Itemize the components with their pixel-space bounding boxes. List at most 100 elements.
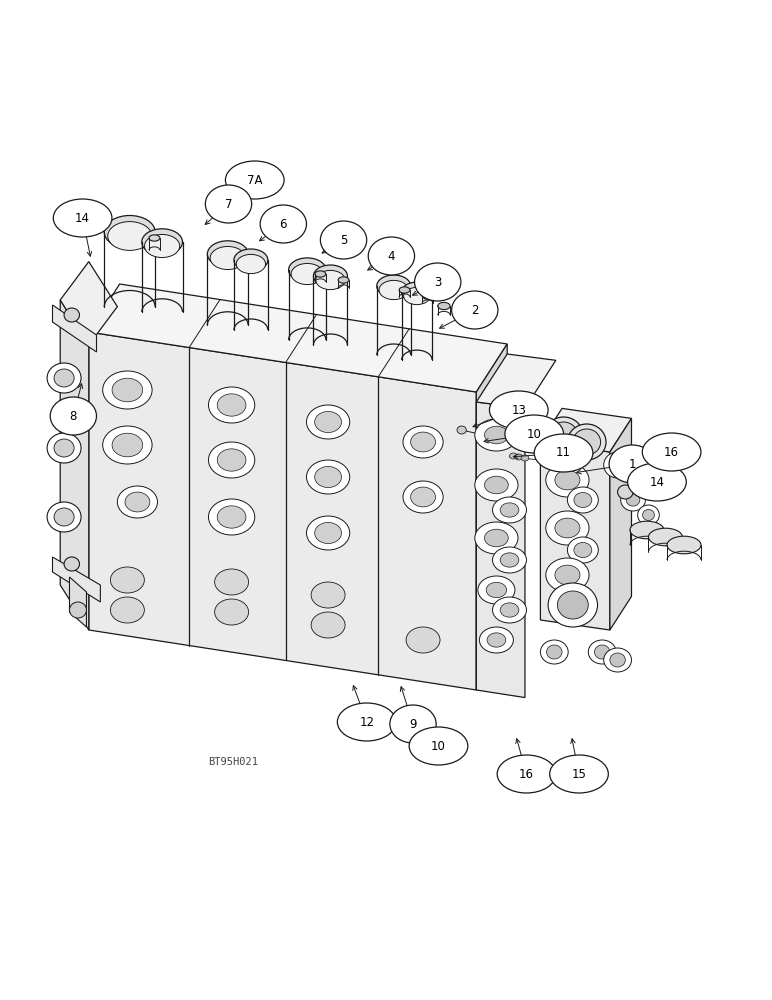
Ellipse shape: [475, 419, 518, 451]
Ellipse shape: [409, 727, 468, 765]
Ellipse shape: [489, 391, 548, 429]
Ellipse shape: [534, 434, 593, 472]
Ellipse shape: [555, 470, 580, 490]
Ellipse shape: [610, 458, 625, 472]
Ellipse shape: [260, 205, 306, 243]
Text: 15: 15: [571, 768, 587, 780]
Ellipse shape: [546, 463, 589, 497]
Ellipse shape: [422, 293, 433, 299]
Ellipse shape: [208, 241, 248, 267]
Ellipse shape: [415, 263, 461, 301]
Polygon shape: [89, 332, 476, 690]
Ellipse shape: [493, 547, 527, 573]
Text: 11: 11: [556, 446, 571, 460]
Text: 10: 10: [431, 740, 446, 752]
Polygon shape: [476, 344, 507, 690]
Polygon shape: [89, 284, 507, 392]
Ellipse shape: [411, 432, 435, 452]
Ellipse shape: [478, 576, 515, 604]
Ellipse shape: [457, 426, 466, 434]
Ellipse shape: [547, 645, 562, 659]
Ellipse shape: [574, 542, 592, 558]
Text: 6: 6: [279, 218, 287, 231]
Ellipse shape: [377, 275, 411, 297]
Ellipse shape: [452, 291, 498, 329]
Ellipse shape: [610, 653, 625, 667]
Ellipse shape: [306, 516, 350, 550]
Ellipse shape: [567, 424, 606, 460]
Ellipse shape: [234, 249, 268, 271]
Ellipse shape: [337, 703, 396, 741]
Ellipse shape: [316, 270, 345, 290]
Ellipse shape: [667, 536, 701, 554]
Ellipse shape: [110, 597, 144, 623]
Ellipse shape: [215, 599, 249, 625]
Ellipse shape: [108, 222, 151, 250]
Ellipse shape: [208, 387, 255, 423]
Polygon shape: [69, 577, 86, 627]
Polygon shape: [52, 557, 100, 602]
Ellipse shape: [630, 521, 664, 539]
Ellipse shape: [626, 494, 640, 506]
Ellipse shape: [208, 499, 255, 535]
Ellipse shape: [485, 476, 508, 494]
Ellipse shape: [379, 280, 408, 300]
Polygon shape: [540, 408, 631, 452]
Ellipse shape: [399, 287, 410, 293]
Ellipse shape: [112, 378, 143, 402]
Ellipse shape: [550, 755, 608, 793]
Ellipse shape: [555, 565, 580, 585]
Ellipse shape: [557, 591, 588, 619]
Ellipse shape: [497, 755, 556, 793]
Text: 16: 16: [519, 768, 534, 780]
Ellipse shape: [475, 469, 518, 501]
Ellipse shape: [546, 511, 589, 545]
Ellipse shape: [567, 487, 598, 513]
Ellipse shape: [47, 502, 81, 532]
Ellipse shape: [225, 161, 284, 199]
Polygon shape: [540, 442, 610, 630]
Text: 9: 9: [409, 718, 417, 730]
Ellipse shape: [406, 627, 440, 653]
Ellipse shape: [621, 489, 645, 511]
Ellipse shape: [315, 411, 341, 433]
Ellipse shape: [638, 505, 659, 525]
Ellipse shape: [64, 557, 80, 571]
Ellipse shape: [500, 503, 519, 517]
Ellipse shape: [47, 363, 81, 393]
Ellipse shape: [313, 265, 347, 287]
Ellipse shape: [217, 449, 246, 471]
Ellipse shape: [510, 453, 517, 459]
Ellipse shape: [552, 588, 583, 612]
Ellipse shape: [642, 510, 655, 520]
Ellipse shape: [306, 460, 350, 494]
Text: 14: 14: [75, 212, 90, 225]
Text: 12: 12: [359, 716, 374, 728]
Ellipse shape: [110, 567, 144, 593]
Ellipse shape: [493, 597, 527, 623]
Ellipse shape: [521, 455, 529, 461]
Polygon shape: [476, 354, 556, 408]
Ellipse shape: [54, 439, 74, 457]
Text: 1: 1: [628, 458, 636, 471]
Text: 4: 4: [388, 249, 395, 262]
Text: 16: 16: [664, 446, 679, 458]
Ellipse shape: [125, 492, 150, 512]
Ellipse shape: [217, 506, 246, 528]
Ellipse shape: [338, 277, 349, 283]
Text: 8: 8: [69, 410, 77, 422]
Text: 14: 14: [649, 476, 665, 488]
Polygon shape: [476, 402, 525, 698]
Ellipse shape: [368, 237, 415, 275]
Ellipse shape: [505, 415, 564, 453]
Ellipse shape: [573, 429, 601, 455]
Ellipse shape: [390, 705, 436, 743]
Ellipse shape: [315, 522, 341, 544]
Ellipse shape: [311, 582, 345, 608]
Ellipse shape: [548, 583, 598, 627]
Ellipse shape: [500, 603, 519, 617]
Ellipse shape: [588, 640, 616, 664]
Polygon shape: [60, 262, 117, 345]
Text: 13: 13: [511, 403, 527, 416]
Ellipse shape: [205, 185, 252, 223]
